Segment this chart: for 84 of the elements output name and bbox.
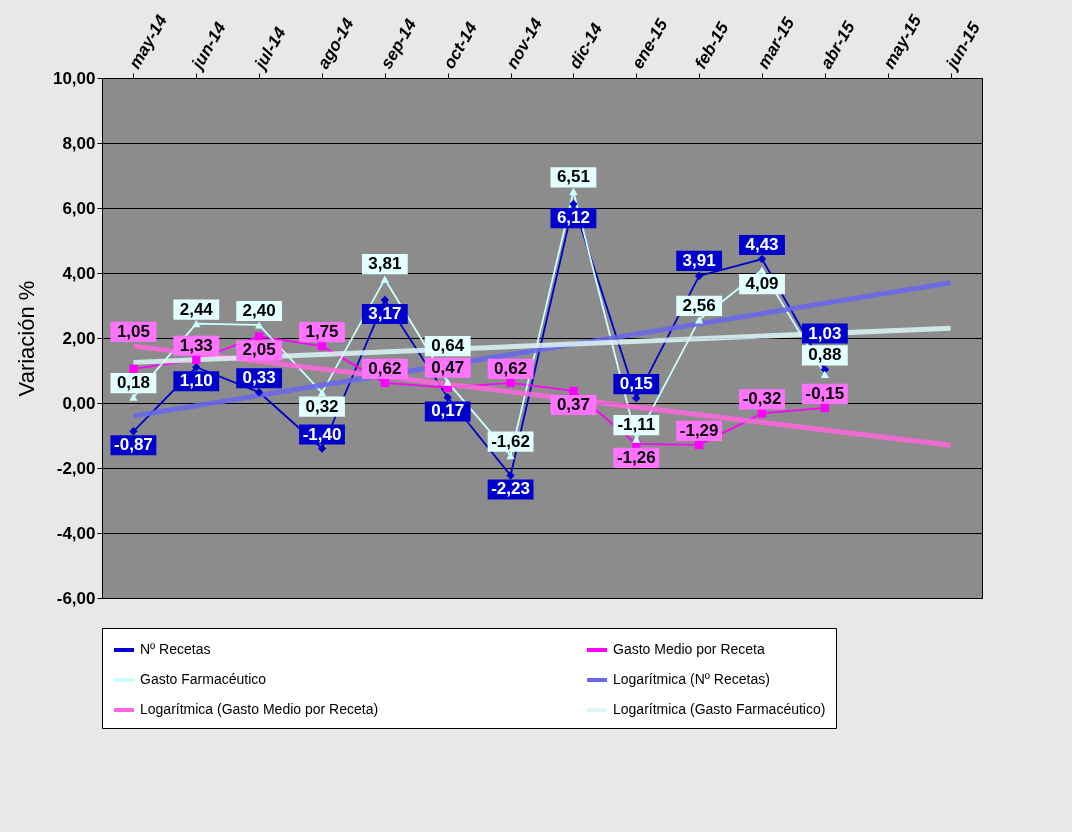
point bbox=[380, 275, 390, 283]
point bbox=[569, 199, 578, 209]
legend-label: Logarítmica (Gasto Farmacéutico) bbox=[613, 701, 826, 717]
data-label: -1,26 bbox=[616, 447, 656, 467]
data-label: -0,32 bbox=[742, 389, 782, 409]
point bbox=[569, 187, 578, 196]
data-label: 3,81 bbox=[368, 254, 402, 274]
data-label: 0,62 bbox=[368, 358, 402, 378]
point bbox=[317, 388, 327, 397]
y-tick-label: 4,00 bbox=[62, 263, 96, 283]
data-label: -1,62 bbox=[491, 431, 530, 451]
point bbox=[506, 471, 515, 480]
point bbox=[757, 266, 767, 274]
data-label: 1,75 bbox=[305, 322, 339, 342]
legend-label: Logarítmica (Nº Recetas) bbox=[613, 671, 770, 687]
point bbox=[506, 378, 515, 388]
data-label: 0,15 bbox=[619, 374, 653, 394]
point bbox=[694, 316, 704, 324]
data-label: 4,09 bbox=[745, 274, 779, 294]
data-label: -1,29 bbox=[679, 420, 719, 440]
point bbox=[820, 403, 830, 413]
y-tick-label: 8,00 bbox=[62, 133, 96, 153]
data-label: 3,17 bbox=[368, 303, 402, 323]
data-label: 0,18 bbox=[116, 373, 150, 393]
data-label: 1,33 bbox=[179, 335, 213, 355]
data-label: 0,37 bbox=[556, 394, 590, 414]
data-label: 0,33 bbox=[242, 368, 276, 388]
point bbox=[254, 388, 264, 397]
legend-label: Nº Recetas bbox=[140, 641, 211, 657]
point bbox=[569, 386, 578, 396]
y-tick-label: 6,00 bbox=[62, 198, 96, 218]
y-tick-label: 2,00 bbox=[62, 328, 96, 348]
data-label: 3,91 bbox=[682, 250, 716, 270]
point bbox=[192, 320, 201, 328]
data-label: 6,51 bbox=[556, 167, 590, 187]
data-label: 2,05 bbox=[242, 340, 276, 360]
point bbox=[129, 393, 138, 401]
data-label: 0,88 bbox=[808, 345, 842, 365]
legend-label: Gasto Medio por Receta bbox=[613, 641, 765, 657]
point bbox=[632, 435, 641, 443]
y-tick-label: -4,00 bbox=[56, 523, 96, 543]
point bbox=[254, 321, 264, 329]
y-tick-label: 10,00 bbox=[52, 68, 96, 88]
data-label: 0,32 bbox=[305, 396, 339, 416]
point bbox=[129, 364, 138, 374]
data-label: -0,87 bbox=[114, 435, 153, 455]
data-label: -1,40 bbox=[302, 424, 342, 444]
y-tick-label: -6,00 bbox=[56, 588, 96, 608]
data-label: 0,62 bbox=[494, 358, 528, 378]
data-label: 1,10 bbox=[179, 371, 213, 391]
data-label: -0,15 bbox=[805, 383, 845, 403]
legend-label: Gasto Farmacéutico bbox=[140, 671, 267, 687]
y-tick-label: -2,00 bbox=[56, 458, 96, 478]
data-label: 2,40 bbox=[242, 301, 276, 320]
point bbox=[757, 254, 767, 264]
data-label: 1,05 bbox=[116, 321, 150, 341]
data-label: 2,44 bbox=[179, 299, 214, 319]
data-label: 6,12 bbox=[556, 208, 590, 228]
point bbox=[129, 427, 138, 436]
point bbox=[380, 295, 390, 305]
point bbox=[317, 444, 327, 453]
point bbox=[757, 409, 767, 418]
data-label: 2,56 bbox=[682, 295, 716, 315]
point bbox=[443, 378, 452, 386]
point bbox=[380, 378, 390, 388]
legend-label: Logarítmica (Gasto Medio por Receta) bbox=[140, 701, 379, 717]
point bbox=[317, 341, 327, 351]
point bbox=[192, 355, 201, 364]
y-axis-title: Variación % bbox=[13, 280, 39, 397]
point bbox=[506, 452, 515, 460]
point bbox=[694, 271, 704, 281]
data-label: 0,17 bbox=[431, 401, 465, 421]
y-tick-label: 0,00 bbox=[62, 393, 96, 413]
data-label: -2,23 bbox=[491, 479, 530, 499]
data-label: 0,64 bbox=[431, 336, 465, 356]
point bbox=[632, 393, 641, 403]
point bbox=[443, 393, 452, 402]
data-label: 1,03 bbox=[808, 323, 842, 343]
point bbox=[192, 363, 201, 372]
data-label: -1,11 bbox=[617, 415, 656, 435]
point bbox=[820, 370, 830, 379]
data-label: 4,43 bbox=[745, 235, 779, 255]
data-label: 0,47 bbox=[431, 357, 465, 377]
point bbox=[694, 440, 704, 450]
